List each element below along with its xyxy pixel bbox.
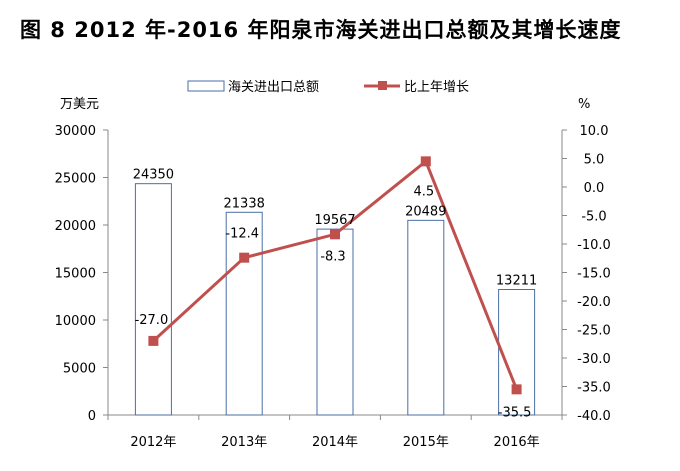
right-tick-label: -30.0 (577, 352, 611, 367)
left-tick-label: 5000 (63, 362, 96, 377)
growth-point (239, 252, 250, 263)
right-tick-label: -15.0 (577, 267, 611, 282)
left-tick-label: 10000 (55, 314, 96, 329)
right-tick-label: 10.0 (580, 124, 609, 139)
bar-value-label: 21338 (224, 196, 265, 211)
growth-line (148, 156, 522, 395)
left-tick-label: 20000 (55, 219, 96, 234)
growth-value-label: -8.3 (320, 249, 345, 264)
bar (225, 211, 263, 416)
right-tick-label: -5.0 (581, 210, 606, 225)
x-tick-label: 2012年 (130, 435, 176, 450)
right-tick-label: -25.0 (577, 324, 611, 339)
left-tick-label: 0 (88, 409, 96, 424)
right-axis-unit: % (578, 97, 590, 112)
right-tick-label: 0.0 (584, 181, 605, 196)
growth-value-label: -12.4 (225, 227, 259, 242)
growth-point (511, 384, 522, 395)
bar (498, 288, 536, 416)
data-labels: 24350 21338 19567 20489 13211 -27.0 -12.4 -8.3 4… (133, 168, 538, 421)
right-tick-label: -10.0 (577, 238, 611, 253)
axes: 0 5000 10000 15000 20000 25000 30000 10.0 5.0 0.0… (55, 124, 611, 450)
x-tick-label: 2014年 (312, 435, 358, 450)
bar-value-label: 13211 (496, 273, 537, 288)
bar (407, 219, 445, 416)
bar (316, 228, 354, 416)
chart-title: 图 8 2012 年-2016 年阳泉市海关进出口总额及其增长速度 (20, 18, 622, 42)
growth-point (420, 156, 431, 167)
x-tick-label: 2015年 (403, 435, 449, 450)
bar-value-label: 19567 (314, 213, 355, 228)
growth-value-label: -27.0 (135, 313, 169, 328)
right-tick-label: -35.0 (577, 381, 611, 396)
legend-bar-swatch (187, 80, 225, 92)
left-axis-unit: 万美元 (60, 97, 99, 112)
right-tick-label: -20.0 (577, 295, 611, 310)
right-tick-label: -40.0 (577, 409, 611, 424)
legend-line-marker (378, 81, 387, 90)
growth-point (330, 229, 340, 240)
x-tick-label: 2016年 (494, 435, 540, 450)
bar (134, 183, 172, 416)
growth-value-label: -35.5 (498, 405, 532, 420)
bar-value-label: 20489 (405, 204, 446, 219)
bar-value-label: 24350 (133, 168, 174, 183)
growth-point (148, 335, 159, 346)
right-tick-label: 5.0 (584, 153, 605, 168)
x-tick-label: 2013年 (221, 435, 267, 450)
left-tick-label: 15000 (55, 267, 96, 282)
growth-value-label: 4.5 (413, 184, 434, 199)
left-tick-label: 30000 (55, 124, 96, 139)
left-tick-label: 25000 (55, 172, 96, 187)
legend: 海关进出口总额 比上年增长 (187, 80, 469, 95)
legend-bar-label: 海关进出口总额 (228, 80, 319, 95)
bars (134, 183, 536, 416)
legend-line-label: 比上年增长 (404, 80, 469, 95)
